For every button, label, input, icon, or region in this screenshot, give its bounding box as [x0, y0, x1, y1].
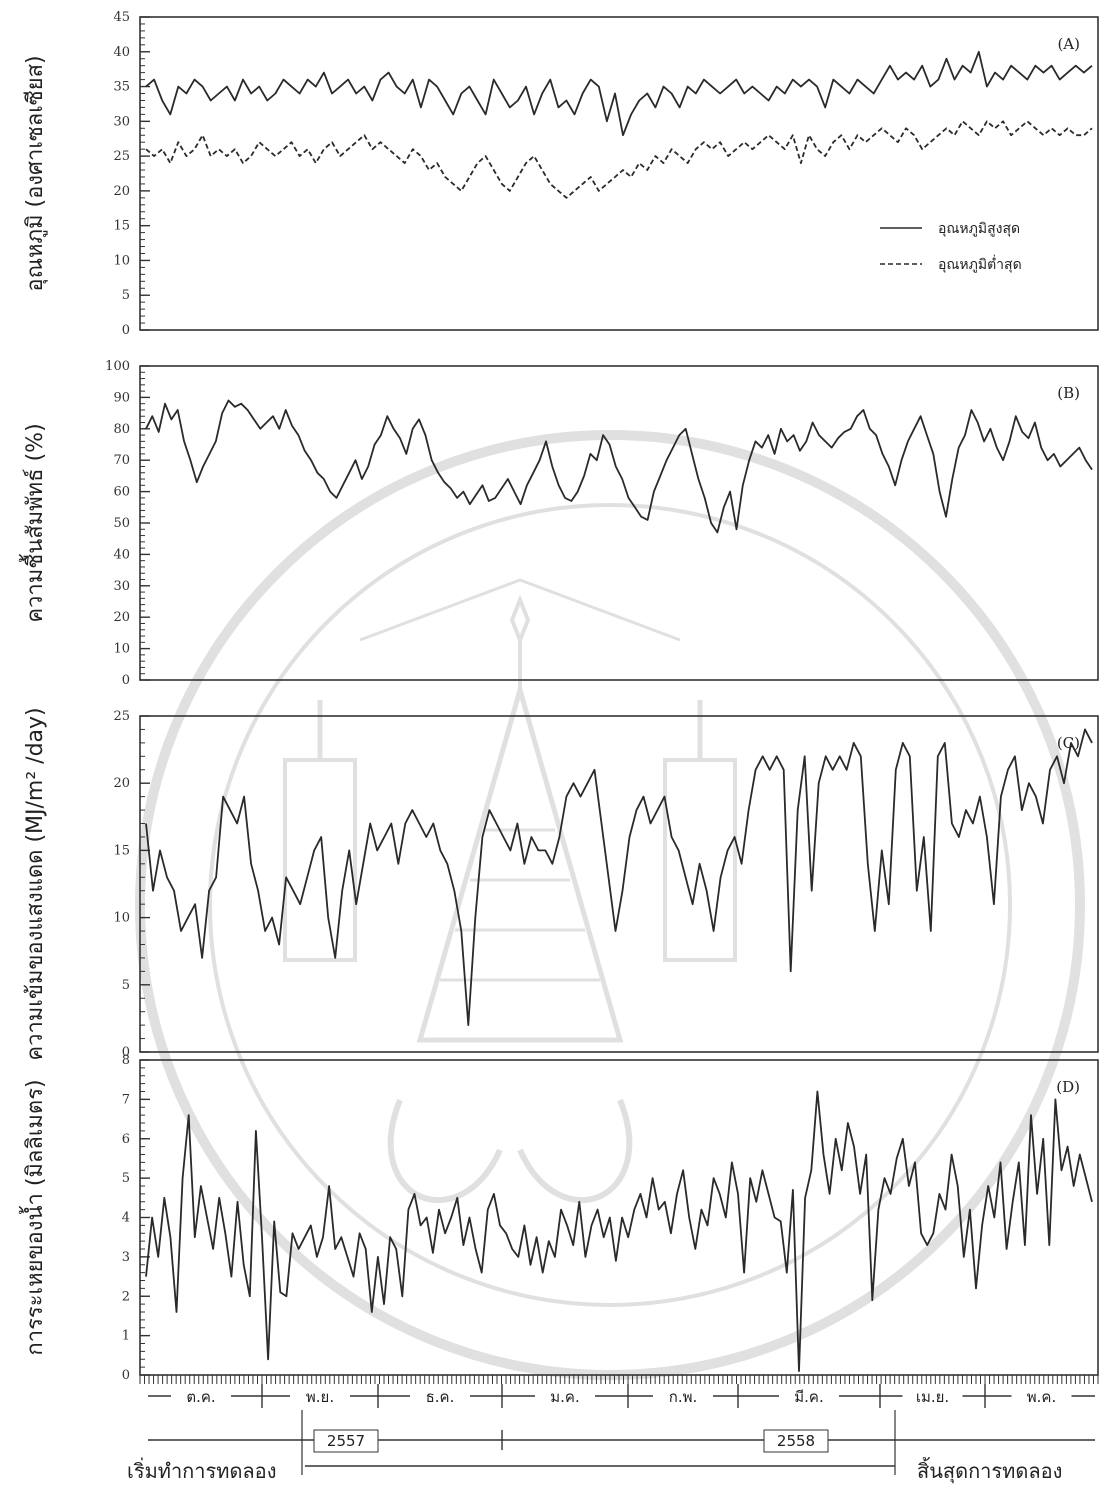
legend-label: อุณหภูมิสูงสุด	[938, 221, 1020, 237]
y-tick-label: 50	[113, 516, 130, 531]
series-line-main	[145, 1090, 1093, 1372]
y-tick-label: 5	[122, 288, 130, 303]
panel-label: (B)	[1057, 384, 1080, 402]
experiment-end-label: สิ้นสุดการทดลอง	[917, 1457, 1062, 1484]
month-label: ธ.ค.	[426, 1388, 455, 1406]
year-label: 2557	[327, 1432, 365, 1450]
y-tick-label: 45	[113, 10, 130, 25]
y-tick-label: 5	[122, 1171, 130, 1186]
y-tick-label: 25	[113, 709, 130, 724]
series-line-main	[145, 399, 1093, 534]
year-label: 2558	[777, 1432, 815, 1450]
y-tick-label: 10	[113, 642, 130, 657]
y-tick-label: 6	[122, 1132, 130, 1147]
series-line-main	[145, 728, 1093, 1026]
y-tick-label: 0	[122, 673, 130, 688]
y-tick-label: 15	[113, 219, 130, 234]
y-tick-label: 0	[122, 1368, 130, 1383]
y-tick-label: 8	[122, 1053, 130, 1068]
month-label: พ.ค.	[1027, 1388, 1056, 1406]
experiment-start-label: เริ่มทำการทดลอง	[127, 1457, 276, 1483]
y-tick-label: 40	[113, 45, 130, 60]
y-tick-label: 30	[113, 114, 130, 129]
y-axis-label: การระเหยของน้ำ (มิลลิเมตร)	[19, 1079, 48, 1355]
month-label-bg	[779, 1386, 839, 1406]
series-line-s0	[145, 50, 1093, 137]
watermark-seal	[135, 430, 1085, 1380]
y-axis-label: อุณหภูมิ (องศาเซลเซียส)	[23, 55, 48, 291]
plot-frame	[139, 715, 1099, 1053]
month-label: ต.ค.	[186, 1388, 215, 1406]
month-label-bg	[410, 1386, 470, 1406]
legend: อุณหภูมิสูงสุดอุณหภูมิต่ำสุด	[880, 221, 1022, 273]
month-label-bg	[171, 1386, 231, 1406]
y-tick-label: 4	[122, 1211, 130, 1226]
y-tick-label: 20	[113, 776, 130, 791]
panel-b: 0 10 20 30 40 50 60 70 80 90 100 ความชื้นสัมพัทธ์ (…	[19, 359, 1099, 688]
month-label-bg	[1011, 1386, 1072, 1406]
y-tick-label: 20	[113, 184, 130, 199]
month-label-bg	[902, 1386, 963, 1406]
y-tick-label: 70	[113, 453, 130, 468]
y-axis-label: ความชื้นสัมพัทธ์ (%)	[19, 423, 48, 622]
y-tick-label: 20	[113, 610, 130, 625]
panel-d: 0 1 2 3 4 5 6 7 8 การระเหยของน้ำ (มิลลิเมตร) (D)	[19, 1053, 1099, 1383]
y-tick-label: 80	[113, 422, 130, 437]
y-tick-label: 100	[105, 359, 130, 374]
month-label: พ.ย.	[306, 1388, 334, 1406]
panel-c: 0 5 10 15 20 25 ความเข้มของแสงแดด (MJ/m² /day)…	[23, 707, 1099, 1061]
y-tick-label: 90	[113, 390, 130, 405]
month-label-bg	[653, 1386, 713, 1406]
panel-label: (A)	[1057, 35, 1080, 53]
year-box	[763, 1429, 829, 1453]
y-tick-label: 15	[113, 843, 130, 858]
y-axis-label: ความเข้มของแสงแดด (MJ/m² /day)	[23, 707, 48, 1060]
y-tick-label: 3	[122, 1250, 130, 1265]
y-tick-label: 0	[122, 1045, 130, 1060]
y-tick-label: 0	[122, 323, 130, 338]
panel-a: 0 5 10 15 20 25 30 35 40 45 อุณหภูมิ (องศาเซลเซียส…	[23, 10, 1099, 338]
month-label: เม.ย.	[916, 1388, 949, 1406]
month-label-bg	[535, 1386, 595, 1406]
series-line-s1	[145, 120, 1093, 199]
y-tick-label: 40	[113, 547, 130, 562]
y-tick-label: 2	[122, 1289, 130, 1304]
y-tick-label: 10	[113, 253, 130, 268]
y-tick-label: 35	[113, 80, 130, 95]
y-tick-label: 30	[113, 579, 130, 594]
panel-label: (C)	[1057, 734, 1080, 752]
month-label: มี.ค.	[794, 1388, 823, 1406]
year-box	[313, 1429, 379, 1453]
y-tick-label: 7	[122, 1092, 130, 1107]
month-label-bg	[290, 1386, 350, 1406]
month-label: ม.ค.	[550, 1388, 579, 1406]
y-tick-label: 10	[113, 911, 130, 926]
panel-label: (D)	[1056, 1078, 1080, 1096]
legend-label: อุณหภูมิต่ำสุด	[938, 255, 1022, 273]
y-tick-label: 25	[113, 149, 130, 164]
y-tick-label: 5	[122, 978, 130, 993]
y-tick-label: 1	[122, 1329, 130, 1344]
y-tick-label: 60	[113, 485, 130, 500]
plot-frame	[139, 16, 1099, 331]
month-label: ก.พ.	[669, 1388, 698, 1406]
